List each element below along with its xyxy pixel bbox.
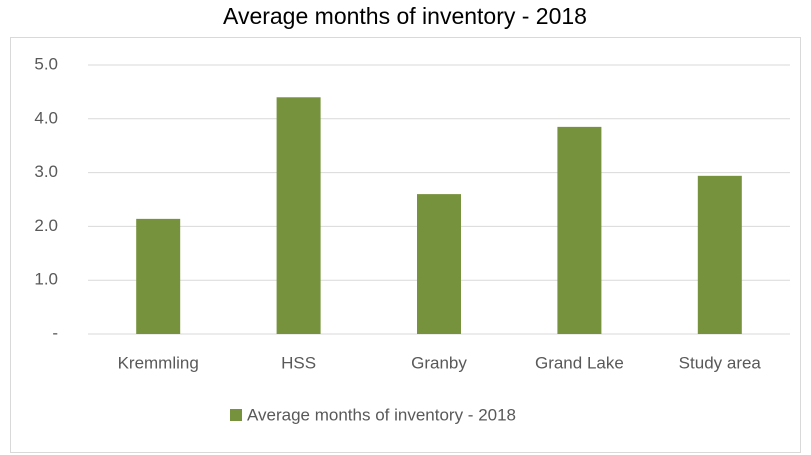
x-tick-label: Kremmling xyxy=(118,353,199,372)
bar xyxy=(136,218,181,334)
y-tick-label: 3.0 xyxy=(34,162,58,181)
x-tick-label: Granby xyxy=(411,353,467,372)
x-tick-label: HSS xyxy=(281,353,316,372)
chart-border xyxy=(10,37,801,453)
x-tick-label: Grand Lake xyxy=(535,353,624,372)
bar xyxy=(417,194,461,334)
bar xyxy=(697,175,742,334)
legend-label: Average months of inventory - 2018 xyxy=(247,405,516,424)
chart-title: Average months of inventory - 2018 xyxy=(223,3,587,29)
y-tick-label: 5.0 xyxy=(34,54,58,73)
bar xyxy=(557,126,602,335)
y-tick-label: - xyxy=(52,323,58,342)
y-tick-label: 2.0 xyxy=(34,216,58,235)
legend-swatch xyxy=(230,409,242,421)
y-tick-label: 1.0 xyxy=(34,270,58,289)
bar xyxy=(276,97,321,334)
x-tick-label: Study area xyxy=(679,353,762,372)
y-tick-label: 4.0 xyxy=(34,108,58,127)
